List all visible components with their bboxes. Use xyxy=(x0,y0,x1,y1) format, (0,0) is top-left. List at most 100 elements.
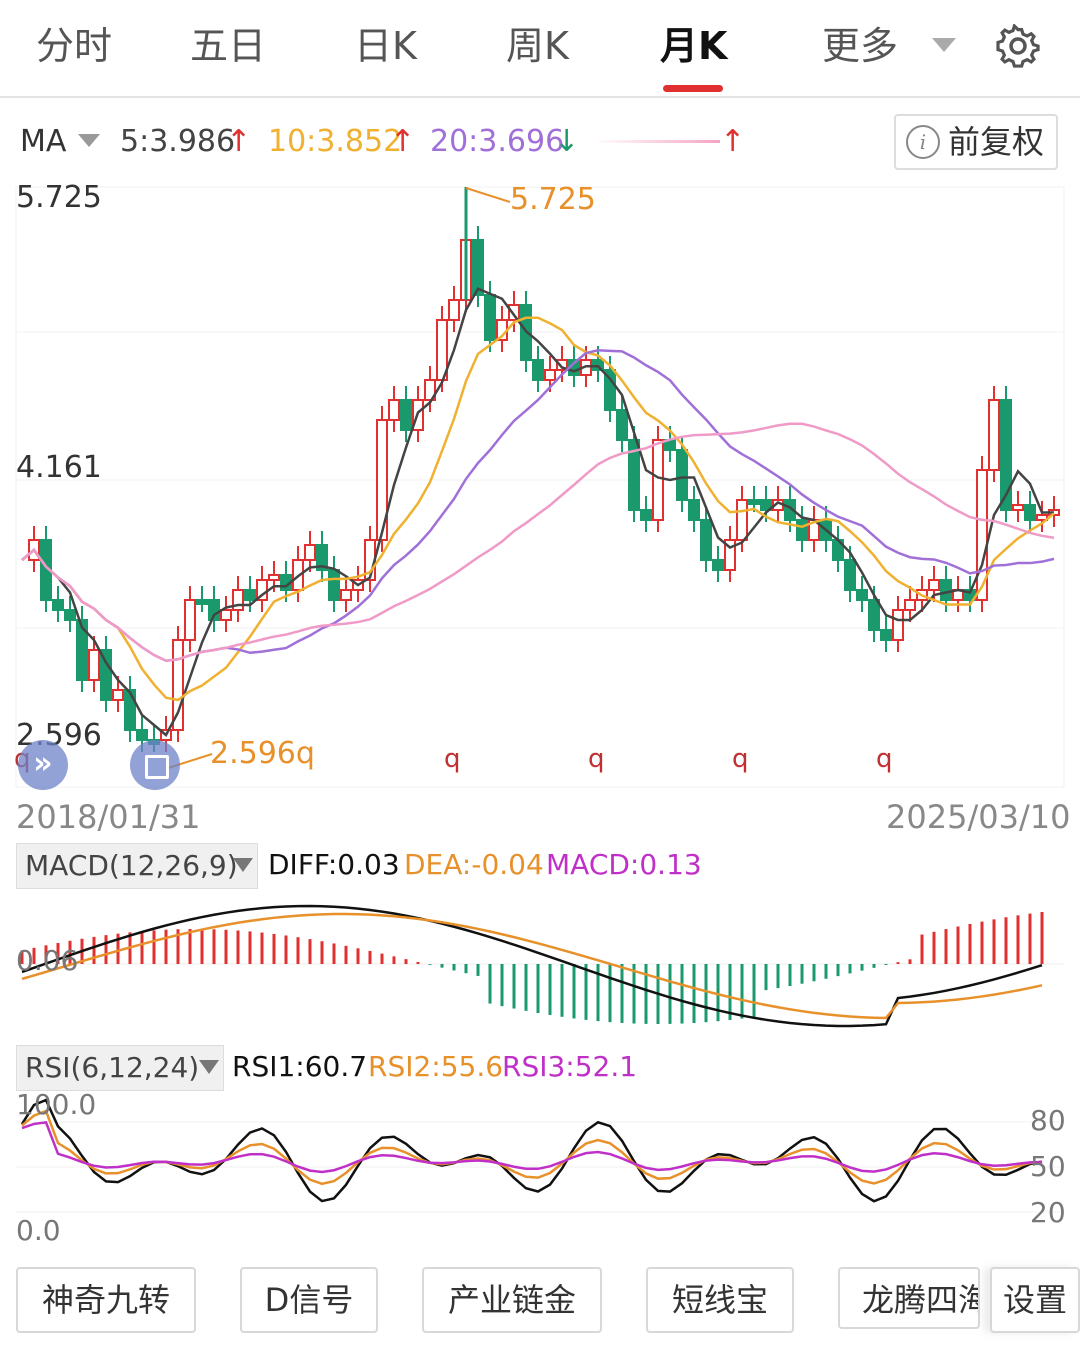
rsi-50-label: 50 xyxy=(1030,1150,1066,1183)
candle-body xyxy=(640,509,652,521)
candle-body xyxy=(244,589,256,601)
candle-body xyxy=(316,544,328,571)
candle-body xyxy=(748,499,760,505)
candle-body xyxy=(688,499,700,521)
candle-body xyxy=(424,379,436,401)
ma-long-swatch xyxy=(594,140,720,143)
candle-body xyxy=(448,299,460,321)
candle-body xyxy=(532,359,544,381)
macd-axis-label: 0.06 xyxy=(16,944,79,977)
ma20-value: 20:3.696 xyxy=(430,124,565,159)
candle-body xyxy=(904,599,916,611)
gear-icon[interactable] xyxy=(996,24,1040,68)
candle-body xyxy=(196,599,208,605)
candle-body xyxy=(208,599,220,621)
industry-chain-button[interactable]: 产业链金 xyxy=(422,1267,602,1333)
ma10-line xyxy=(21,316,1055,702)
settings-button[interactable]: 设置 xyxy=(990,1267,1080,1333)
ma10-arrow-icon: ↑ xyxy=(390,124,416,159)
candle-body xyxy=(1024,504,1036,521)
candle-body xyxy=(1036,514,1048,521)
candle-body xyxy=(52,599,64,611)
candle-body xyxy=(376,419,388,541)
candle-body xyxy=(400,399,412,431)
ma-label[interactable]: MA xyxy=(20,124,67,159)
macd-diff-value: DIFF:0.03 xyxy=(268,848,400,881)
rsi-chart[interactable] xyxy=(0,1092,1080,1242)
macd-selector-label: MACD(12,26,9) xyxy=(25,849,238,882)
period-tab-bar: 分时 五日 日K 周K 月K 更多 xyxy=(0,0,1080,98)
adjust-mode-label: 前复权 xyxy=(948,123,1045,161)
rsi-selector[interactable]: RSI(6,12,24) xyxy=(16,1045,224,1091)
date-end-label: 2025/03/10 xyxy=(886,798,1071,836)
q-marker: q xyxy=(732,744,749,774)
ma10-value: 10:3.852 xyxy=(268,124,403,159)
macd-dea-value: DEA:-0.04 xyxy=(404,848,544,881)
dragon-button[interactable]: 龙腾四海 xyxy=(838,1267,980,1329)
candle-body xyxy=(736,499,748,541)
fast-forward-icon[interactable]: » xyxy=(18,740,68,790)
macd-dea-line xyxy=(21,912,1043,1020)
candle-body xyxy=(1000,399,1012,511)
rsi3-line xyxy=(21,1120,1043,1174)
candle-body xyxy=(172,639,184,731)
candle-body xyxy=(100,649,112,701)
tab-more[interactable]: 更多 xyxy=(822,24,899,68)
chevron-down-icon xyxy=(233,858,253,872)
info-icon: i xyxy=(906,125,940,159)
candle-body xyxy=(784,499,796,521)
candle-body xyxy=(868,599,880,631)
rsi2-value: RSI2:55.6 xyxy=(368,1050,504,1083)
rsi3-value: RSI3:52.1 xyxy=(502,1050,638,1083)
kline-ma-lines xyxy=(21,287,1055,737)
min-price-marker: 2.596q xyxy=(210,736,315,771)
ma5-line xyxy=(21,287,1054,737)
candle-body xyxy=(124,689,136,731)
tab-five-day[interactable]: 五日 xyxy=(190,24,267,68)
kline-candles xyxy=(28,187,1060,752)
candle-body xyxy=(508,304,520,321)
rsi-selector-label: RSI(6,12,24) xyxy=(25,1051,200,1084)
candle-body xyxy=(604,369,616,411)
kline-chart[interactable] xyxy=(0,175,1080,795)
short-term-button[interactable]: 短线宝 xyxy=(646,1267,794,1333)
candle-body xyxy=(988,399,1000,471)
d-signal-button[interactable]: D信号 xyxy=(240,1267,378,1333)
candle-body xyxy=(220,609,232,621)
candle-body xyxy=(76,619,88,681)
adjust-mode-button[interactable]: i 前复权 xyxy=(894,114,1058,170)
candle-body xyxy=(136,729,148,741)
candle-body xyxy=(928,579,940,591)
ma-long-arrow-icon: ↑ xyxy=(720,124,746,159)
tab-weekly-k[interactable]: 周K xyxy=(506,24,569,68)
rsi1-value: RSI1:60.7 xyxy=(232,1050,368,1083)
candle-body xyxy=(544,369,556,381)
rsi-top-label: 100.0 xyxy=(16,1088,97,1121)
max-price-marker: 5.725 xyxy=(510,182,596,217)
tab-monthly-k[interactable]: 月K xyxy=(660,24,728,68)
chevron-down-icon[interactable] xyxy=(932,38,956,52)
ma5-value: 5:3.986 xyxy=(120,124,236,159)
macd-chart[interactable] xyxy=(0,886,1080,1042)
tab-daily-k[interactable]: 日K xyxy=(354,24,417,68)
macd-diff-line xyxy=(21,904,1043,1028)
q-marker: q xyxy=(444,744,461,774)
rsi2-line xyxy=(21,1109,1043,1186)
macd-selector[interactable]: MACD(12,26,9) xyxy=(16,843,258,889)
candle-body xyxy=(64,609,76,621)
expand-icon[interactable] xyxy=(130,740,180,790)
candle-body xyxy=(940,579,952,601)
candle-body xyxy=(1012,504,1024,511)
ma-long-line xyxy=(21,422,1055,663)
macd-macd-value: MACD:0.13 xyxy=(546,848,702,881)
candle-body xyxy=(724,539,736,571)
tab-intraday[interactable]: 分时 xyxy=(36,24,113,68)
candle-body xyxy=(892,609,904,641)
ma5-arrow-icon: ↑ xyxy=(226,124,252,159)
candle-body xyxy=(328,569,340,601)
candle-body xyxy=(712,559,724,571)
candle-body xyxy=(268,574,280,581)
candle-body xyxy=(844,559,856,591)
magic-nine-button[interactable]: 神奇九转 xyxy=(16,1267,196,1333)
kline-frame xyxy=(15,186,1065,788)
